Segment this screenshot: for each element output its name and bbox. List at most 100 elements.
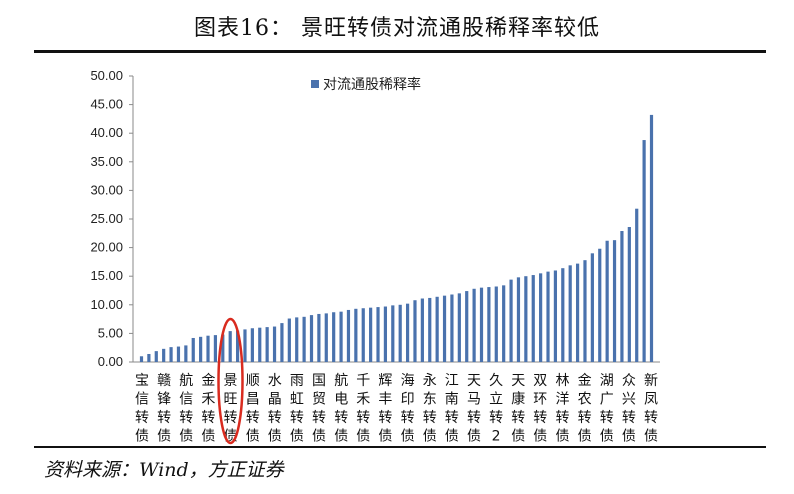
bar <box>191 337 195 362</box>
bar <box>346 309 351 362</box>
bar <box>302 316 306 362</box>
y-tick-label: 0.00 <box>98 354 123 369</box>
x-tick-label: 海印转债 <box>401 373 415 445</box>
x-tick-label: 湖广转债 <box>600 373 614 445</box>
x-tick-label: 众兴转债 <box>622 373 636 445</box>
bar <box>324 313 328 362</box>
bar <box>457 293 461 362</box>
bar <box>206 335 210 362</box>
bar <box>502 285 506 362</box>
bar <box>199 336 203 362</box>
x-tick-label: 天马转债 <box>467 373 481 445</box>
x-tick-label: 金禾转债 <box>201 373 215 445</box>
bar <box>235 330 240 362</box>
x-tick-label: 新凤转债 <box>644 373 658 445</box>
bar <box>612 240 617 362</box>
y-tick-label: 5.00 <box>98 325 123 340</box>
bar <box>258 327 262 362</box>
bar <box>391 305 395 362</box>
bar <box>635 208 639 362</box>
figure-title: 图表16： 景旺转债对流通股稀释率较低 <box>194 16 600 41</box>
bar <box>539 273 543 362</box>
highlight-ellipse <box>217 317 244 445</box>
bar <box>243 329 247 362</box>
y-tick-label: 30.00 <box>90 182 123 197</box>
x-tick-label: 国贸转债 <box>312 373 326 445</box>
x-tick-label: 宝信转债 <box>135 373 149 445</box>
y-tick-label: 50.00 <box>90 68 123 83</box>
bar <box>383 306 388 362</box>
legend-swatch <box>311 80 319 88</box>
y-axis: 0.00 5.00 10.00 15.00 20.00 25.00 30.00 35.00 40… <box>90 68 660 369</box>
bar <box>332 312 336 362</box>
bar <box>531 275 535 362</box>
x-tick-label: 千禾转债 <box>356 373 370 445</box>
bar <box>405 303 410 362</box>
bar <box>649 114 654 363</box>
x-tick-label: 雨虹转债 <box>290 373 304 445</box>
bar <box>250 328 254 362</box>
bar <box>139 356 144 362</box>
bar <box>561 268 565 362</box>
bar <box>265 327 269 362</box>
x-tick-label: 辉丰转债 <box>378 373 392 445</box>
bar <box>494 286 498 362</box>
bar <box>487 287 491 362</box>
bar <box>169 347 173 362</box>
bar <box>553 270 558 362</box>
x-tick-label: 航电转债 <box>334 373 348 445</box>
x-tick-label: 久立转 2 <box>489 373 503 445</box>
bar <box>435 296 439 362</box>
bar <box>272 326 277 362</box>
bar <box>295 317 299 362</box>
bar <box>568 265 572 362</box>
bar <box>280 323 284 362</box>
bar <box>479 287 484 362</box>
bar <box>309 315 314 362</box>
bar <box>147 353 151 362</box>
bar <box>642 140 646 362</box>
bar <box>398 304 402 362</box>
bar <box>420 298 424 362</box>
title-rule <box>34 50 766 53</box>
bar <box>620 231 624 362</box>
bar <box>442 295 447 362</box>
y-tick-label: 20.00 <box>90 240 123 255</box>
x-tick-label: 天康转债 <box>511 373 525 445</box>
y-tick-label: 15.00 <box>90 268 123 283</box>
bar <box>339 311 343 362</box>
bar <box>605 240 609 362</box>
bar <box>509 279 513 362</box>
bar <box>516 277 521 362</box>
bar <box>184 345 188 362</box>
bar <box>162 348 166 362</box>
bars <box>139 114 654 363</box>
bar <box>213 335 218 362</box>
bar <box>465 291 469 362</box>
x-tick-label: 金农转债 <box>578 373 592 445</box>
bar <box>317 313 321 362</box>
bar <box>361 308 365 362</box>
x-tick-label: 航信转债 <box>179 373 193 445</box>
x-tick-label: 林洋转债 <box>556 373 570 445</box>
bar <box>228 331 232 362</box>
x-tick-label: 景旺转债 <box>224 373 238 445</box>
x-tick-label: 赣锋转债 <box>157 373 171 445</box>
bar <box>376 307 380 362</box>
bar <box>428 297 432 362</box>
bar <box>176 346 181 362</box>
bar <box>450 294 454 362</box>
bar <box>287 318 291 362</box>
source-rule <box>34 446 766 448</box>
y-tick-label: 45.00 <box>90 97 123 112</box>
y-tick-label: 40.00 <box>90 125 123 140</box>
bar <box>583 260 587 362</box>
x-tick-label: 江南转债 <box>445 373 459 445</box>
bar <box>369 307 373 362</box>
x-tick-label: 双环转债 <box>533 373 547 445</box>
bar <box>413 300 417 362</box>
bar <box>524 276 528 362</box>
y-tick-label: 35.00 <box>90 154 123 169</box>
source-note: 资料来源：Wind，方正证券 <box>44 459 284 481</box>
